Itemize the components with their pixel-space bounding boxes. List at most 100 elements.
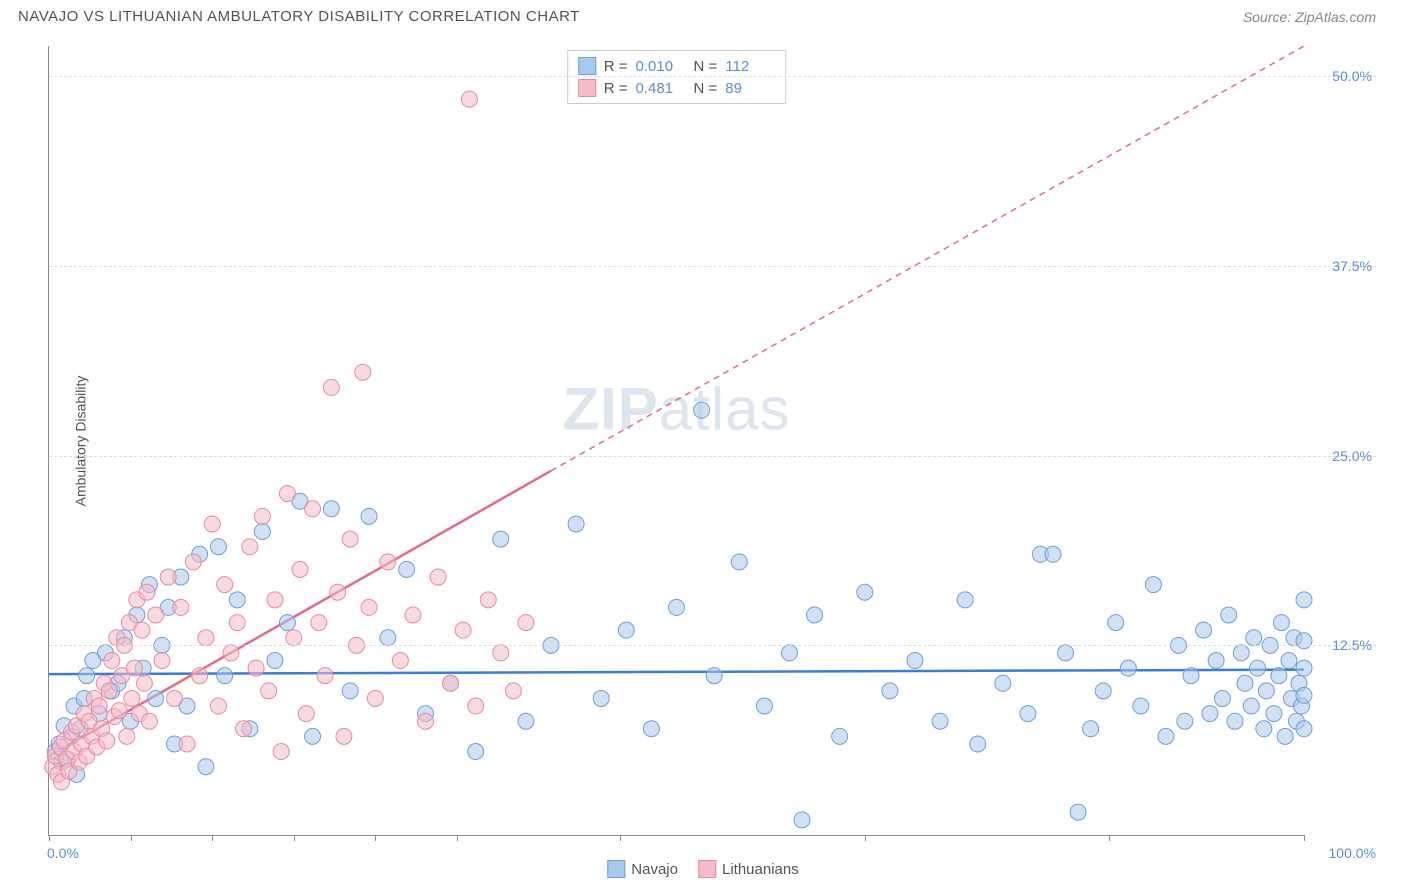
scatter-point <box>173 599 189 615</box>
scatter-point <box>1120 660 1136 676</box>
source-attribution: Source: ZipAtlas.com <box>1243 9 1376 25</box>
scatter-point <box>139 584 155 600</box>
scatter-point <box>995 675 1011 691</box>
x-tick <box>620 835 621 841</box>
scatter-point <box>185 554 201 570</box>
grid-line <box>49 456 1376 457</box>
scatter-point <box>141 713 157 729</box>
scatter-point <box>267 592 283 608</box>
scatter-point <box>323 379 339 395</box>
scatter-point <box>882 683 898 699</box>
scatter-point <box>461 91 477 107</box>
scatter-point <box>342 683 358 699</box>
scatter-point <box>1243 698 1259 714</box>
scatter-point <box>505 683 521 699</box>
scatter-point <box>794 812 810 828</box>
x-label-left: 0.0% <box>47 845 79 861</box>
y-tick-label: 50.0% <box>1332 68 1372 84</box>
scatter-point <box>204 516 220 532</box>
scatter-point <box>342 531 358 547</box>
scatter-point <box>493 531 509 547</box>
scatter-point <box>248 660 264 676</box>
scatter-point <box>399 561 415 577</box>
scatter-point <box>330 584 346 600</box>
scatter-point <box>1177 713 1193 729</box>
scatter-point <box>468 698 484 714</box>
stats-row: R =0.481N =89 <box>578 77 776 99</box>
scatter-point <box>1271 668 1287 684</box>
scatter-point <box>1296 592 1312 608</box>
scatter-point <box>192 668 208 684</box>
r-label: R = <box>604 58 628 75</box>
scatter-point <box>1045 546 1061 562</box>
scatter-point <box>217 577 233 593</box>
x-tick <box>457 835 458 841</box>
scatter-point <box>101 683 117 699</box>
scatter-point <box>1208 653 1224 669</box>
scatter-point <box>286 630 302 646</box>
scatter-point <box>1108 615 1124 631</box>
legend-swatch <box>578 79 596 97</box>
scatter-point <box>731 554 747 570</box>
scatter-point <box>807 607 823 623</box>
scatter-point <box>361 599 377 615</box>
y-tick-label: 37.5% <box>1332 258 1372 274</box>
scatter-point <box>134 622 150 638</box>
chart-header: NAVAJO VS LITHUANIAN AMBULATORY DISABILI… <box>0 0 1406 29</box>
n-value: 112 <box>725 58 775 75</box>
x-tick <box>212 835 213 841</box>
scatter-point <box>242 539 258 555</box>
scatter-point <box>361 508 377 524</box>
scatter-point <box>455 622 471 638</box>
scatter-point <box>336 728 352 744</box>
grid-line <box>49 645 1376 646</box>
x-tick <box>49 835 50 841</box>
scatter-point <box>1145 577 1161 593</box>
scatter-point <box>1020 706 1036 722</box>
scatter-point <box>857 584 873 600</box>
scatter-point <box>392 653 408 669</box>
legend-swatch <box>698 860 716 878</box>
scatter-point <box>932 713 948 729</box>
scatter-point <box>323 501 339 517</box>
scatter-point <box>279 615 295 631</box>
scatter-point <box>1227 713 1243 729</box>
scatter-point <box>1183 668 1199 684</box>
legend-swatch <box>578 57 596 75</box>
scatter-point <box>1296 633 1312 649</box>
scatter-point <box>907 653 923 669</box>
scatter-point <box>167 690 183 706</box>
scatter-point <box>119 728 135 744</box>
scatter-point <box>217 668 233 684</box>
scatter-point <box>643 721 659 737</box>
scatter-point <box>1237 675 1253 691</box>
scatter-point <box>468 744 484 760</box>
scatter-point <box>1070 804 1086 820</box>
scatter-point <box>480 592 496 608</box>
legend-label: Lithuanians <box>722 861 799 878</box>
plot-area: Ambulatory Disability ZIPatlas R =0.010N… <box>48 46 1304 836</box>
trend-line-dashed-lithuanians <box>551 46 1304 471</box>
stats-row: R =0.010N =112 <box>578 55 776 77</box>
scatter-point <box>618 622 634 638</box>
scatter-point <box>706 668 722 684</box>
scatter-point <box>518 615 534 631</box>
scatter-point <box>970 736 986 752</box>
scatter-point <box>136 675 152 691</box>
scatter-point <box>1296 687 1312 703</box>
scatter-point <box>355 364 371 380</box>
legend-label: Navajo <box>631 861 678 878</box>
x-tick <box>865 835 866 841</box>
scatter-point <box>1095 683 1111 699</box>
scatter-point <box>229 615 245 631</box>
scatter-point <box>317 668 333 684</box>
trend-line-navajo <box>49 670 1304 675</box>
scatter-point <box>1273 615 1289 631</box>
scatter-point <box>229 592 245 608</box>
scatter-point <box>223 645 239 661</box>
scatter-point <box>198 759 214 775</box>
scatter-point <box>1266 706 1282 722</box>
scatter-point <box>267 653 283 669</box>
scatter-point <box>111 703 127 719</box>
scatter-point <box>210 698 226 714</box>
